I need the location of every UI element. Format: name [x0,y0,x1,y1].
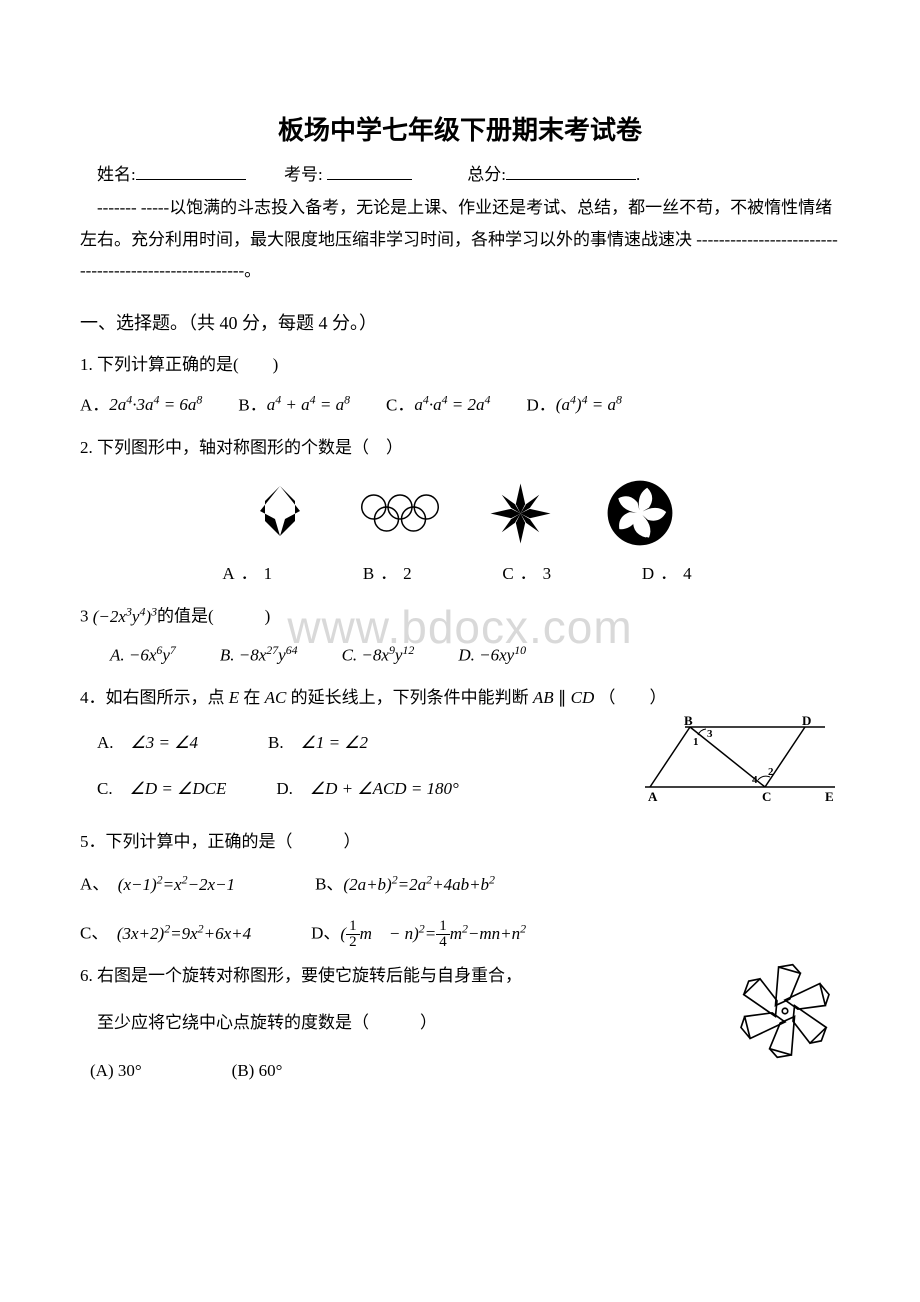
q4-suf: （ ） [594,688,666,707]
q4-label-3: 3 [707,728,713,740]
q3-opt-a[interactable]: A. −6x6y7 [110,639,176,672]
id-label: 考号: [284,165,323,184]
question-6: 6. 右图是一个旋转对称图形，要使它旋转后能与自身重合， 至少应将它绕中心点旋转… [80,960,840,1087]
q1-stem: 1. 下列计算正确的是( ) [80,349,840,381]
question-4: 4．如右图所示，点 E 在 AC 的延长线上，下列条件中能判断 AB ∥ CD … [80,682,840,816]
q4-opt-b[interactable]: B. ∠1 = ∠2 [268,727,368,759]
q4-cd: CD [571,688,595,707]
page-title: 板场中学七年级下册期末考试卷 [80,110,840,147]
q1-opt-b[interactable]: B．a4 + a4 = a8 [238,389,350,422]
q2-figures [80,478,840,548]
q3-prefix: 3 [80,607,93,626]
section-1-heading: 一、选择题。（共 40 分，每题 4 分。） [80,309,840,335]
q5-opt-b[interactable]: B、(2a+b)2=2a2+4ab+b2 [315,868,495,901]
q4-opt-a[interactable]: A. ∠3 = ∠4 [80,727,198,759]
header-fill-row: 姓名: 考号: 总分:. [80,161,840,188]
q5c-pre: C、 [80,924,117,943]
q6-diagram [730,956,840,1077]
q4-label-d: D [802,715,811,728]
score-blank[interactable] [506,162,636,180]
q5-opt-c[interactable]: C、 (3x+2)2=9x2+6x+4 [80,917,251,950]
q4-label-b: B [684,715,693,728]
q2-opt-d[interactable]: D．4 [642,558,698,590]
q2-fig-3 [475,478,565,548]
q4-m2: 的延长线上，下列条件中能判断 [286,688,533,707]
q6-line1: 6. 右图是一个旋转对称图形，要使它旋转后能与自身重合， [80,960,840,992]
motto-block: ------- -----以饱满的斗志投入备考，无论是上课、作业还是考试、总结，… [80,192,840,286]
id-blank[interactable] [327,162,412,180]
q4-par: ∥ [554,688,571,707]
q5-opt-d[interactable]: D、(12m − n)2=14m2−mn+n2 [311,917,526,950]
name-label: 姓名: [97,165,136,184]
question-2: 2. 下列图形中，轴对称图形的个数是（ ） [80,432,840,591]
q4-label-c: C [762,789,771,804]
q4-opt-d[interactable]: D. ∠D + ∠ACD = 180° [276,773,459,805]
q2-stem: 2. 下列图形中，轴对称图形的个数是（ ） [80,432,840,464]
q2-opt-c[interactable]: C．3 [502,558,557,590]
q3-opt-b[interactable]: B. −8x27y64 [220,639,298,672]
q4-ab: AB [533,688,554,707]
q2-fig-4 [595,478,685,548]
q4-m1: 在 [239,688,265,707]
q4-e: E [229,688,239,707]
q5b-pre: B、 [315,875,343,894]
q4-pre: 4．如右图所示，点 [80,688,229,707]
q5-opt-a[interactable]: A、 (x−1)2=x2−2x−1 [80,868,235,901]
q1-opt-c[interactable]: C．a4·a4 = 2a4 [386,389,490,422]
q1-c-label: C． [386,395,414,414]
name-blank[interactable] [136,162,246,180]
q2-opt-a[interactable]: A．1 [222,558,278,590]
q3-opt-d[interactable]: D. −6xy10 [458,639,526,672]
q3-stem: 3 (−2x3y4)3的值是( ) [80,600,840,633]
q6-line2: 至少应将它绕中心点旋转的度数是（ ） [80,1007,840,1039]
question-5: 5．下列计算中，正确的是（ ） A、 (x−1)2=x2−2x−1 B、(2a+… [80,826,840,951]
q1-d-label: D． [526,395,555,414]
q2-fig-1 [235,478,325,548]
question-3: 3 (−2x3y4)3的值是( ) A. −6x6y7 B. −8x27y64 … [80,600,840,672]
q4-label-e: E [825,789,834,804]
q6-opt-a[interactable]: (A) 30° [90,1055,142,1087]
q4-label-1: 1 [693,736,699,748]
q4-opt-c[interactable]: C. ∠D = ∠DCE [80,773,226,805]
q1-b-label: B． [238,395,266,414]
q1-a-label: A． [80,395,109,414]
q2-opt-b[interactable]: B．2 [363,558,418,590]
q1-opt-a[interactable]: A．2a4·3a4 = 6a8 [80,389,202,422]
q6-opt-b[interactable]: (B) 60° [232,1055,283,1087]
q5a-pre: A、 [80,875,118,894]
q5-stem: 5．下列计算中，正确的是（ ） [80,826,840,858]
question-1: 1. 下列计算正确的是( ) A．2a4·3a4 = 6a8 B．a4 + a4… [80,349,840,422]
q1-opt-d[interactable]: D．(a4)4 = a8 [526,389,621,422]
q4-diagram: A B C D E 1 3 2 4 [640,715,840,816]
score-label: 总分: [467,165,506,184]
q4-stem: 4．如右图所示，点 E 在 AC 的延长线上，下列条件中能判断 AB ∥ CD … [80,682,840,714]
q2-fig-2 [355,478,445,548]
q4-label-4: 4 [752,774,758,786]
q5d-pre: D、 [311,924,340,943]
motto-dashes-pre: ------- ----- [97,198,169,217]
q4-ac: AC [265,688,287,707]
q4-label-a: A [648,789,658,804]
q3-opt-c[interactable]: C. −8x9y12 [342,639,415,672]
q3-suffix: 的值是( ) [157,607,270,626]
